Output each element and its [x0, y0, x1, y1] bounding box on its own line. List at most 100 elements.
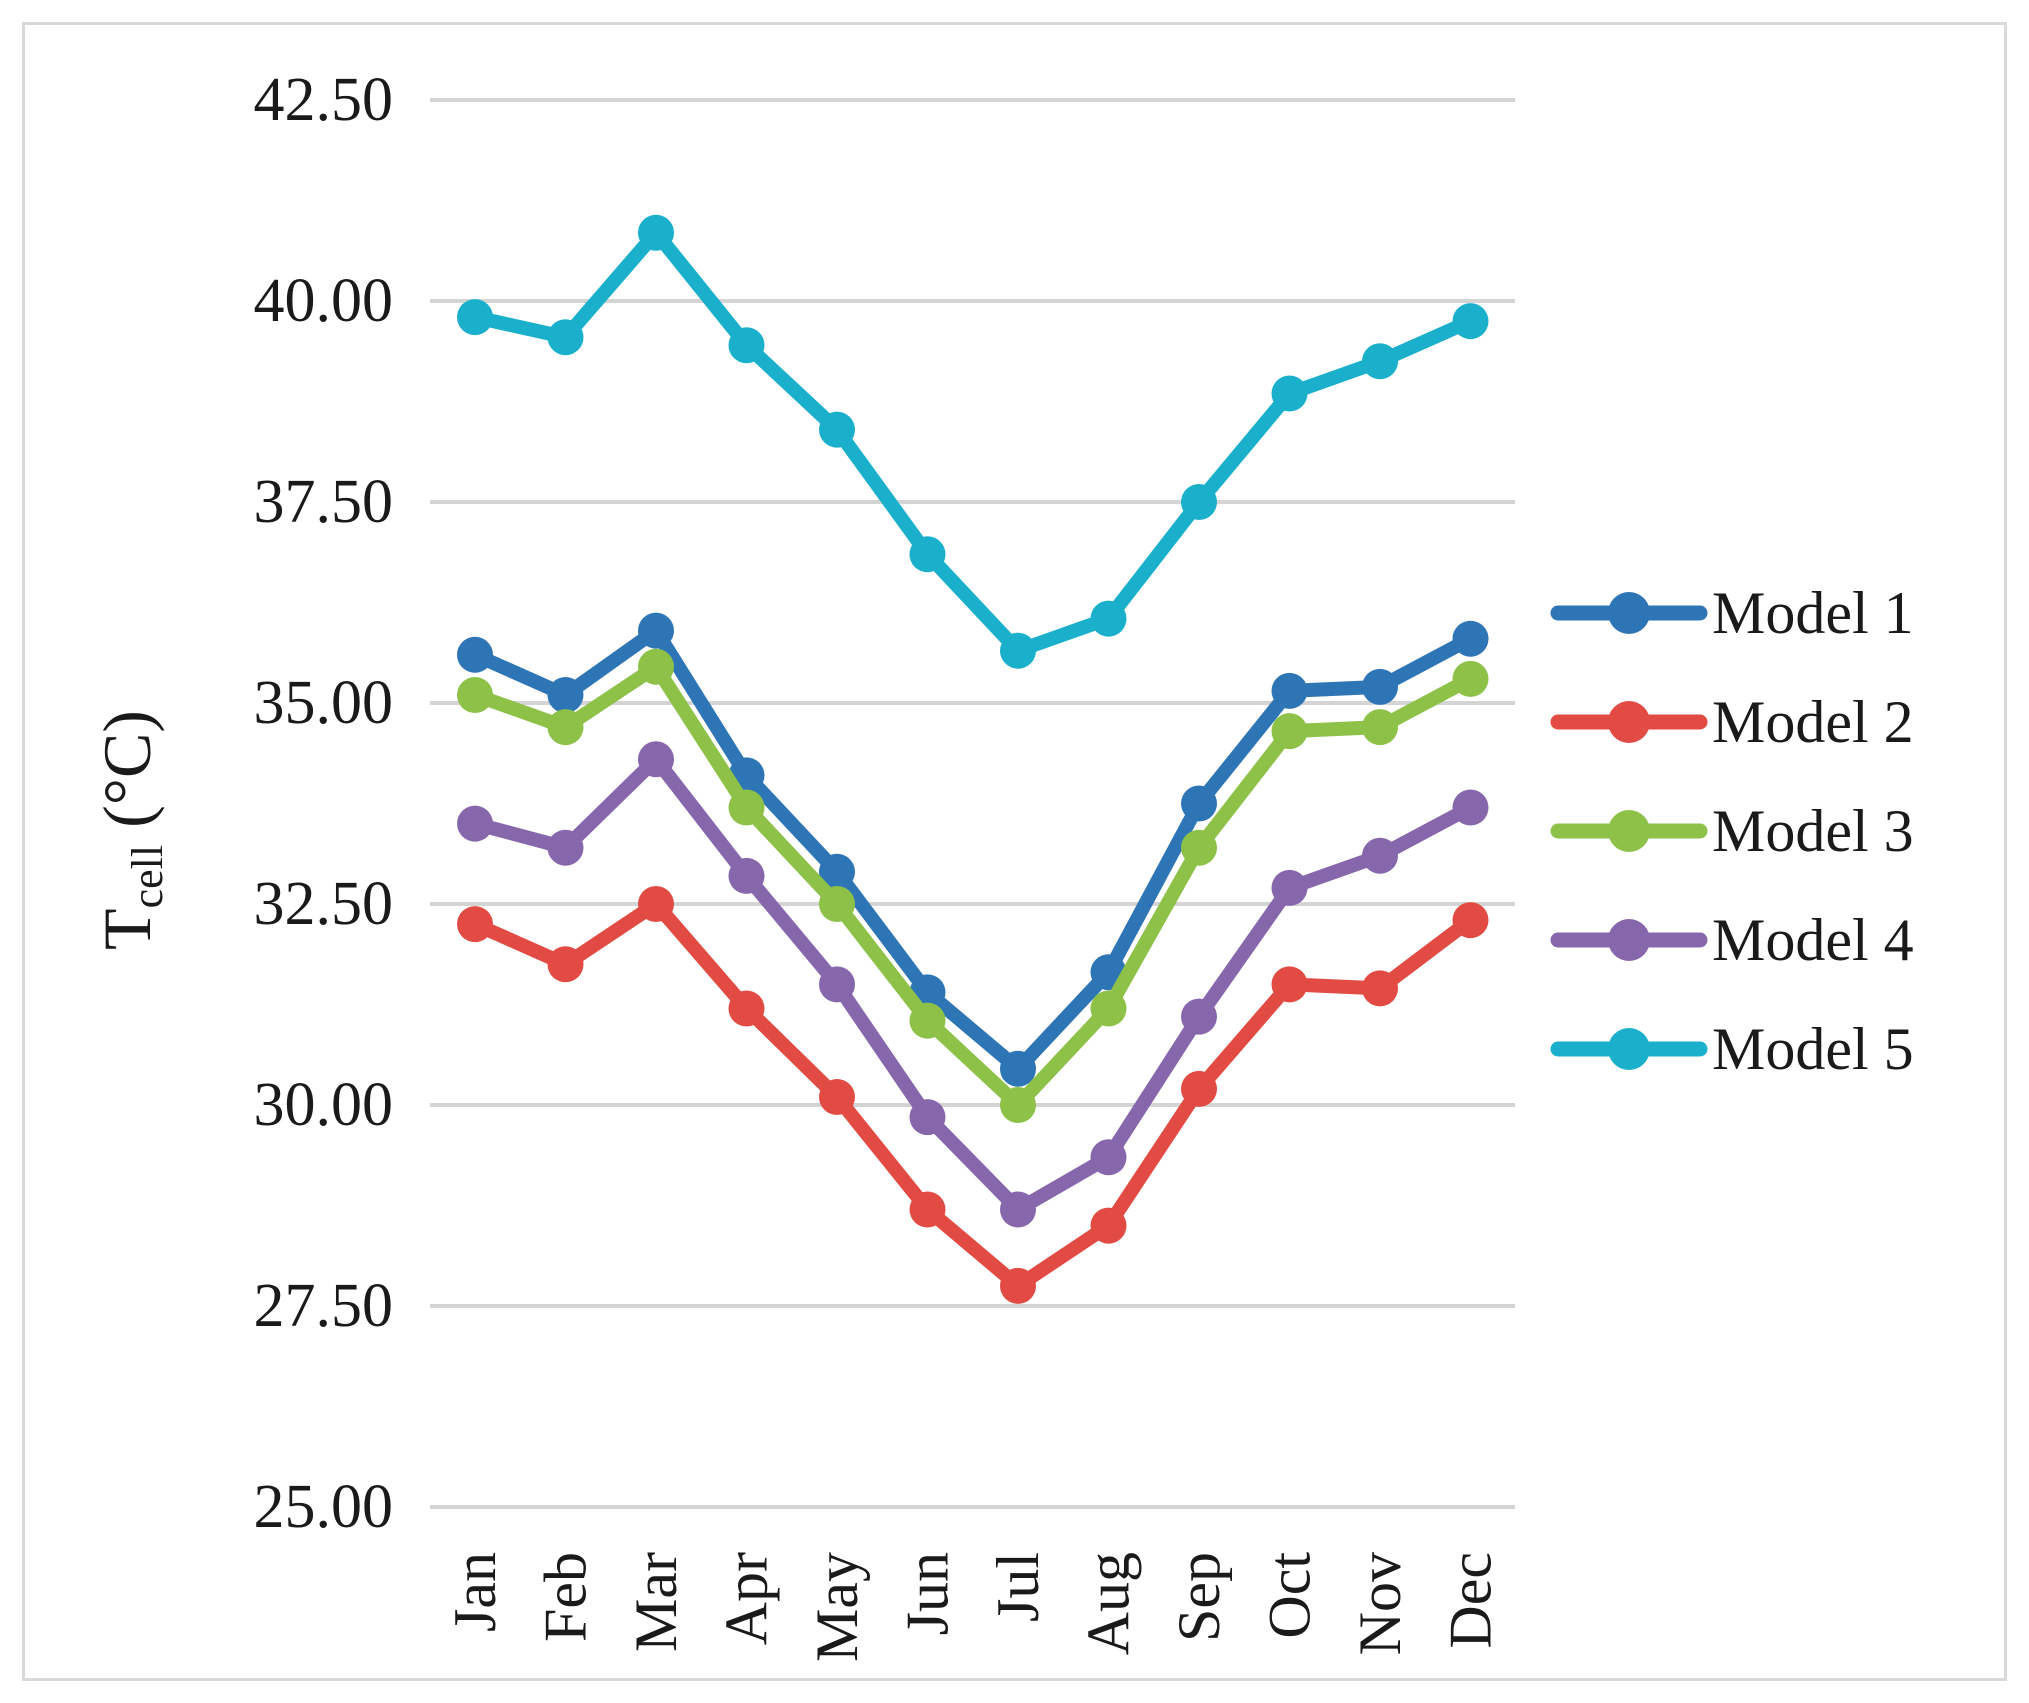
x-tick-label: Oct [1257, 1552, 1323, 1639]
series-group [457, 214, 1489, 1304]
legend-swatch-marker [1608, 919, 1650, 961]
x-tick-label: Feb [533, 1552, 599, 1642]
y-axis-tick-labels: 42.50 40.00 37.50 35.00 32.50 30.00 27.50 25.00 [254, 66, 394, 1541]
y-axis-title-text: Tcell (°C) [89, 710, 172, 950]
legend-item-model-4: Model 4 [1550, 907, 1914, 973]
data-point-model-5-aug [1090, 600, 1127, 637]
data-point-model-1-nov [1362, 668, 1398, 705]
data-point-model-3-may [819, 886, 855, 922]
y-axis-title: Tcell (°C) [89, 710, 172, 950]
series-line [468, 897, 1478, 1293]
data-point-model-4-apr [728, 857, 765, 894]
data-point-model-3-apr [728, 789, 765, 826]
data-point-model-2-mar [638, 886, 674, 922]
data-point-model-3-jan [457, 677, 493, 713]
x-tick-label: Aug [1076, 1552, 1142, 1655]
y-tick-label: 40.00 [254, 267, 394, 335]
data-point-model-1-mar [638, 612, 674, 649]
data-point-model-4-jan [457, 805, 493, 842]
data-point-model-5-jan [457, 299, 493, 336]
x-tick-label: Jul [985, 1552, 1051, 1622]
data-point-model-1-jan [457, 636, 493, 673]
data-point-model-4-nov [1362, 837, 1398, 874]
legend-swatch-marker [1608, 701, 1650, 743]
series-line [468, 623, 1478, 1076]
legend: Model 1 Model 2 Model 3 Model 4 Model 5 [1550, 580, 1914, 1082]
data-point-model-2-feb [547, 946, 584, 983]
data-point-model-5-sep [1181, 484, 1217, 520]
y-tick-label: 27.50 [254, 1272, 394, 1340]
data-point-model-5-oct [1271, 375, 1308, 412]
data-point-model-2-oct [1271, 966, 1308, 1003]
data-point-model-5-may [819, 411, 855, 448]
x-tick-label: Nov [1347, 1552, 1413, 1655]
data-point-model-5-jul [1000, 632, 1036, 669]
data-point-model-2-dec [1452, 902, 1489, 939]
legend-label: Model 2 [1712, 689, 1914, 755]
x-tick-label: Apr [714, 1552, 780, 1645]
x-tick-label: Dec [1438, 1552, 1504, 1649]
legend-item-model-2: Model 2 [1550, 689, 1914, 755]
data-point-model-2-nov [1362, 970, 1398, 1007]
legend-label: Model 3 [1712, 798, 1914, 864]
legend-swatch-marker [1608, 1028, 1650, 1070]
series-line [468, 225, 1478, 658]
series-model-5 [457, 214, 1489, 669]
data-point-model-4-may [819, 966, 855, 1003]
legend-swatch-marker [1608, 592, 1650, 634]
data-point-model-4-jul [1000, 1191, 1036, 1228]
data-point-model-5-jun [909, 536, 946, 573]
series-model-1 [457, 612, 1489, 1087]
y-tick-label: 30.00 [254, 1071, 394, 1139]
legend-label: Model 4 [1712, 907, 1914, 973]
data-point-model-5-nov [1362, 343, 1398, 380]
gridlines-group [430, 98, 1515, 1509]
x-tick-label: May [804, 1552, 870, 1662]
legend-swatch-marker [1608, 810, 1650, 852]
y-tick-label: 32.50 [254, 870, 394, 938]
data-point-model-3-jun [909, 1002, 946, 1039]
y-tick-label: 35.00 [254, 669, 394, 737]
data-point-model-3-feb [547, 709, 584, 746]
legend-item-model-5: Model 5 [1550, 1016, 1914, 1082]
data-point-model-5-apr [728, 327, 765, 364]
legend-label: Model 1 [1712, 580, 1914, 646]
data-point-model-3-sep [1181, 829, 1217, 866]
figure-frame [22, 22, 2007, 1681]
data-point-model-1-feb [547, 677, 584, 713]
data-point-model-1-dec [1452, 620, 1489, 657]
data-point-model-4-aug [1090, 1139, 1127, 1176]
data-point-model-2-jun [909, 1191, 946, 1228]
data-point-model-4-jun [909, 1099, 946, 1136]
y-tick-label: 37.50 [254, 468, 394, 536]
x-tick-label: Jan [442, 1552, 508, 1632]
data-point-model-3-oct [1271, 713, 1308, 750]
data-point-model-4-dec [1452, 789, 1489, 826]
legend-item-model-1: Model 1 [1550, 580, 1914, 646]
data-point-model-2-may [819, 1079, 855, 1115]
data-point-model-4-feb [547, 829, 584, 866]
data-point-model-5-mar [638, 214, 674, 251]
data-point-model-4-oct [1271, 869, 1308, 906]
data-point-model-1-may [819, 853, 855, 890]
data-point-model-3-mar [638, 648, 674, 685]
x-tick-label: Jun [895, 1552, 961, 1635]
series-model-2 [457, 886, 1489, 1304]
data-point-model-3-dec [1452, 660, 1489, 697]
y-tick-label: 42.50 [254, 66, 394, 134]
data-point-model-1-jul [1000, 1050, 1036, 1087]
series-model-4 [457, 741, 1489, 1228]
data-point-model-2-jan [457, 906, 493, 943]
data-point-model-4-sep [1181, 998, 1217, 1035]
y-tick-label: 25.00 [254, 1473, 394, 1541]
data-point-model-2-apr [728, 990, 765, 1027]
legend-item-model-3: Model 3 [1550, 798, 1914, 864]
x-axis-tick-labels: Jan Feb Mar Apr May Jun Jul Aug Sep Oct Nov Dec [442, 1552, 1504, 1662]
data-point-model-5-dec [1452, 303, 1489, 340]
data-point-model-2-sep [1181, 1070, 1217, 1107]
x-tick-label: Mar [623, 1552, 689, 1652]
data-point-model-4-mar [638, 741, 674, 778]
data-point-model-3-jul [1000, 1087, 1036, 1123]
data-point-model-5-feb [547, 319, 584, 356]
series-model-3 [457, 648, 1489, 1123]
